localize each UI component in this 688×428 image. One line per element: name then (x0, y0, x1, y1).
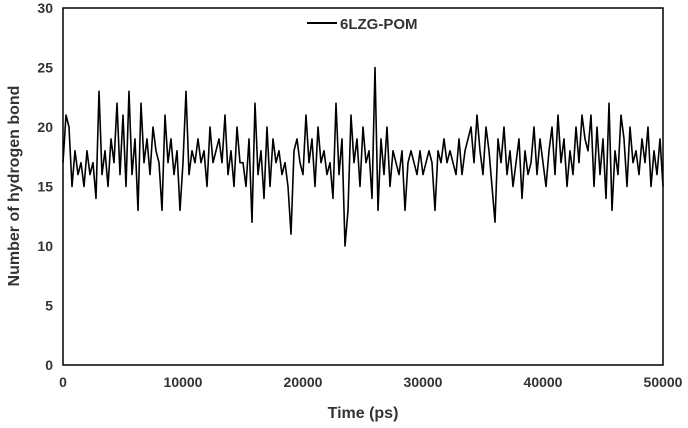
x-tick-label: 20000 (284, 374, 323, 390)
y-tick-label: 15 (37, 179, 53, 195)
y-tick-label: 5 (45, 298, 53, 314)
series-line-6lzg-pom (62, 66, 664, 247)
y-tick-label: 25 (37, 60, 53, 76)
legend: 6LZG-POM (307, 16, 418, 33)
x-axis-label: Time (ps) (328, 405, 399, 422)
y-tick-label: 0 (45, 357, 53, 373)
y-tick-label: 30 (37, 0, 53, 16)
x-tick-label: 30000 (404, 374, 443, 390)
legend-label: 6LZG-POM (340, 16, 418, 33)
x-tick-label: 50000 (644, 374, 683, 390)
y-tick-label: 20 (37, 119, 53, 135)
plot-area-frame (62, 7, 664, 366)
y-axis-label: Number of hydrogen bond (6, 86, 23, 287)
x-tick-label: 10000 (164, 374, 203, 390)
y-tick-label: 10 (37, 238, 53, 254)
x-tick-label: 40000 (524, 374, 563, 390)
x-tick-label: 0 (59, 374, 67, 390)
